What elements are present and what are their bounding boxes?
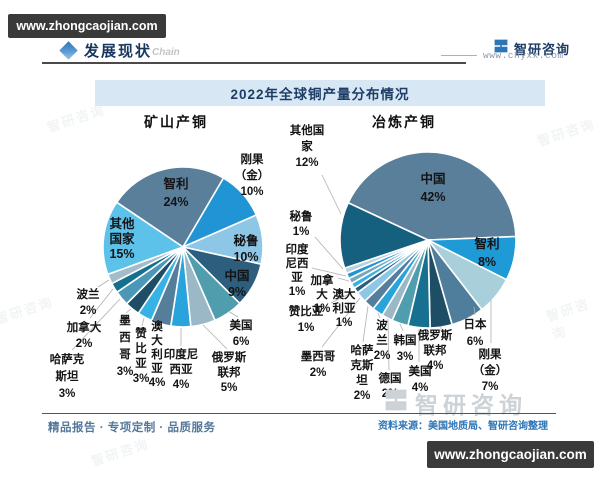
pie-label-中国: 中国 42% bbox=[420, 172, 446, 204]
brand-dash bbox=[441, 55, 477, 56]
label-leader-line bbox=[125, 308, 132, 314]
pie-label-美国: 美国 6% bbox=[229, 320, 253, 348]
pie-label-澳大利亚: 澳大利亚 4% bbox=[148, 321, 166, 389]
footer-divider bbox=[42, 413, 556, 414]
report-title: 2022年全球铜产量分布情况 bbox=[95, 80, 545, 106]
pie-label-智利: 智利 8% bbox=[474, 237, 500, 269]
pie-label-智利: 智利 24% bbox=[163, 177, 189, 209]
pie-label-刚果（金）: 刚果 （金） 7% bbox=[472, 349, 508, 393]
pie-label-波兰: 波兰 2% bbox=[373, 320, 391, 362]
zhiyan-logo-icon bbox=[493, 38, 509, 59]
pie-label-赞比亚: 赞比亚 3% bbox=[132, 328, 150, 385]
label-leader-line bbox=[227, 310, 239, 318]
chain-watermark: Chain bbox=[152, 47, 180, 58]
label-leader-line bbox=[89, 288, 114, 319]
pie-label-美国: 美国 4% bbox=[408, 366, 432, 394]
pie-slice-其他国家 bbox=[102, 201, 184, 276]
site-badge-top: www.zhongcaojian.com bbox=[8, 14, 166, 38]
pie-label-中国: 中国 9% bbox=[224, 269, 250, 299]
pie-label-哈萨克斯坦: 哈萨 克斯坦 2% bbox=[350, 345, 374, 402]
pie-slice-其他国家 bbox=[339, 202, 429, 269]
zhiyan-logo-icon-watermark bbox=[383, 387, 409, 419]
pie-label-加拿大: 加拿大 2% bbox=[66, 322, 102, 350]
footer-watermark: 智研咨询 bbox=[383, 386, 527, 420]
pie-label-哈萨克斯坦: 哈萨克 斯坦 3% bbox=[49, 354, 85, 400]
data-source: 资料来源：美国地质局、智研咨询整理 bbox=[378, 421, 548, 432]
smelt-chart-title: 冶炼产铜 bbox=[372, 114, 436, 130]
site-badge-bottom: www.zhongcaojian.com bbox=[427, 441, 594, 468]
pie-label-其他国家: 其他国家 12% bbox=[289, 125, 325, 169]
pie-label-赞比亚: 赞比亚 1% bbox=[288, 306, 324, 334]
label-leader-line bbox=[314, 236, 344, 270]
pie-label-俄罗斯联邦: 俄罗斯 联邦 4% bbox=[417, 330, 453, 372]
pie-label-其他国家: 其他 国家 15% bbox=[109, 217, 135, 261]
label-leader-line bbox=[473, 306, 476, 316]
header-divider bbox=[42, 62, 466, 64]
footer-tagline: 精品报告 · 专项定制 · 品质服务 bbox=[48, 422, 216, 434]
label-leader-line bbox=[377, 312, 381, 319]
label-leader-line bbox=[71, 298, 121, 351]
label-leader-line bbox=[97, 279, 110, 288]
label-leader-line bbox=[141, 317, 145, 327]
pie-label-日本: 日本 6% bbox=[463, 319, 487, 348]
pie-label-印度尼西亚: 印度 尼西亚 1% bbox=[285, 244, 309, 298]
pie-label-韩国: 韩国 3% bbox=[393, 335, 417, 363]
section-title: 发展现状 bbox=[84, 43, 153, 60]
label-leader-line bbox=[337, 277, 350, 282]
brand-site-url: www.chyxx.com bbox=[483, 50, 564, 61]
mine-chart-title: 矿山产铜 bbox=[144, 114, 208, 130]
label-leader-line bbox=[202, 324, 228, 350]
pie-label-墨西哥: 墨西哥 2% bbox=[300, 351, 336, 379]
pie-label-波兰: 波兰 2% bbox=[76, 289, 100, 317]
label-leader-line bbox=[311, 267, 347, 277]
pie-label-俄罗斯联邦: 俄罗斯 联邦 5% bbox=[211, 352, 247, 394]
pie-label-刚果（金）: 刚果 （金） 10% bbox=[234, 154, 270, 198]
brand-logo: 智研咨询 bbox=[493, 38, 570, 59]
pie-slice-智利 bbox=[115, 166, 225, 248]
pie-label-加拿大: 加拿大 1% bbox=[310, 275, 334, 315]
pie-label-秘鲁: 秘鲁 10% bbox=[233, 234, 259, 264]
pie-label-印度尼西亚: 印度尼 西亚 4% bbox=[163, 349, 199, 391]
pie-label-澳大利亚: 澳大 利亚 1% bbox=[332, 289, 356, 329]
pie-label-秘鲁: 秘鲁 1% bbox=[289, 211, 313, 238]
label-leader-line bbox=[330, 290, 356, 304]
label-leader-line bbox=[362, 305, 369, 343]
pie-slice-中国 bbox=[347, 151, 517, 241]
label-leader-line bbox=[399, 323, 404, 332]
label-leader-line bbox=[321, 297, 361, 348]
brand-name: 智研咨询 bbox=[514, 42, 571, 57]
pie-label-墨西哥: 墨西哥 3% bbox=[116, 315, 134, 378]
label-leader-line bbox=[321, 174, 342, 215]
label-leader-line bbox=[387, 318, 390, 371]
